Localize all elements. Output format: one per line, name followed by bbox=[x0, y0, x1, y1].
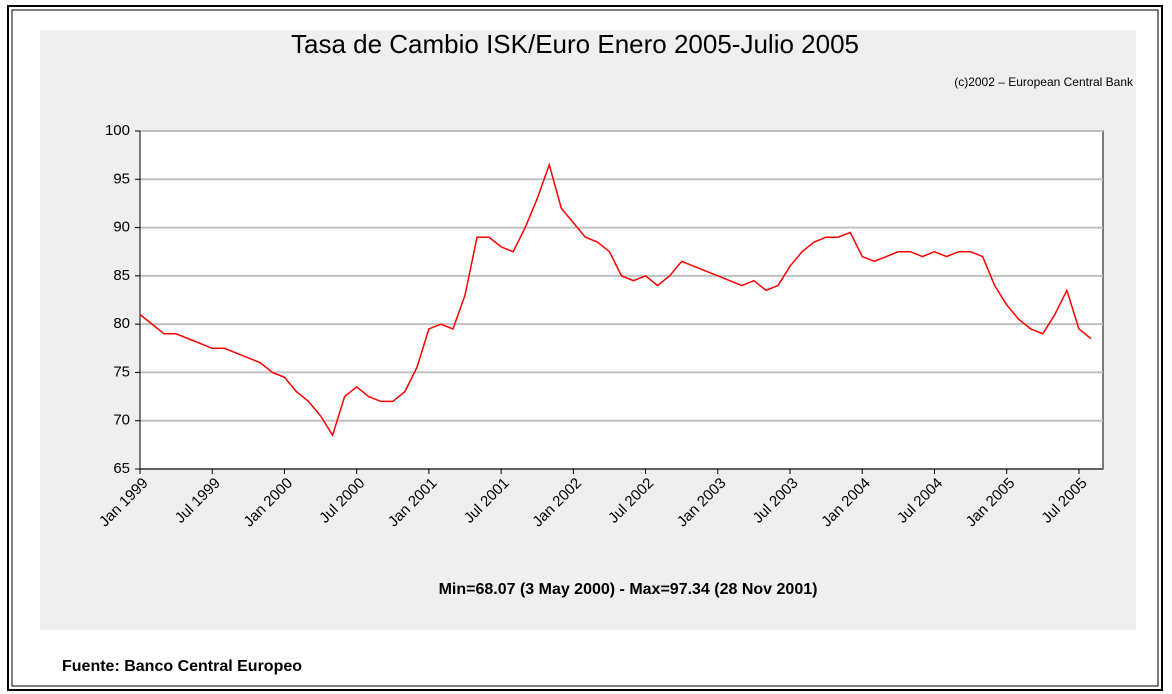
y-tick-label: 90 bbox=[113, 219, 130, 236]
y-tick-label: 95 bbox=[113, 170, 130, 187]
inner-frame bbox=[11, 9, 1159, 687]
y-tick-label: 75 bbox=[113, 363, 130, 380]
y-tick-label: 65 bbox=[113, 460, 130, 477]
y-tick-label: 70 bbox=[113, 412, 130, 429]
copyright: (c)2002 – European Central Bank bbox=[954, 75, 1134, 89]
y-tick-label: 100 bbox=[105, 122, 130, 139]
caption: Min=68.07 (3 May 2000) - Max=97.34 (28 N… bbox=[439, 581, 818, 598]
chart-title: Tasa de Cambio ISK/Euro Enero 2005-Julio… bbox=[291, 29, 859, 59]
source: Fuente: Banco Central Europeo bbox=[62, 658, 302, 675]
plot-area bbox=[139, 130, 1104, 470]
y-tick-label: 80 bbox=[113, 315, 130, 332]
y-tick-label: 85 bbox=[113, 267, 130, 284]
outer-frame bbox=[7, 5, 1163, 691]
data-line bbox=[139, 162, 1092, 437]
